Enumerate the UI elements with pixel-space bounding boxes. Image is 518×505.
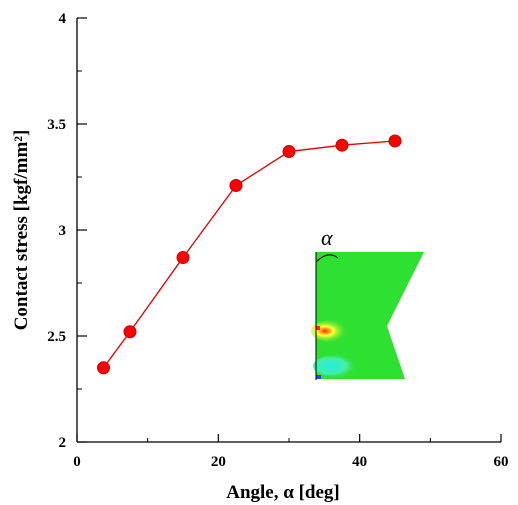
y-tick-label: 2 bbox=[59, 435, 67, 451]
inset-angle-arc bbox=[315, 254, 339, 263]
y-tick-label: 3.5 bbox=[47, 117, 66, 133]
inset-coolspot bbox=[313, 355, 357, 377]
inset-blue-corner bbox=[316, 375, 321, 379]
data-point bbox=[388, 134, 402, 148]
inset-angle-label: α bbox=[321, 225, 333, 250]
y-tick-label: 2.5 bbox=[47, 329, 66, 345]
inset-red-corner bbox=[316, 326, 320, 330]
data-point bbox=[229, 178, 243, 192]
axes bbox=[76, 18, 501, 443]
tick-labels: 0 20 40 60 2 2.5 3 3.5 4 bbox=[47, 11, 508, 470]
x-axis-title: Angle, α [deg] bbox=[226, 482, 340, 503]
x-tick-label: 0 bbox=[73, 454, 81, 470]
x-tick-label: 40 bbox=[352, 454, 367, 470]
x-tick-label: 60 bbox=[494, 454, 509, 470]
data-point bbox=[97, 361, 110, 375]
data-point bbox=[176, 251, 190, 265]
inset-hotspot bbox=[311, 320, 351, 342]
y-tick-label: 3 bbox=[59, 223, 67, 239]
inset-shape bbox=[316, 252, 424, 379]
y-axis-title: Contact stress [kgf/mm²] bbox=[11, 130, 32, 331]
y-tick-label: 4 bbox=[59, 11, 67, 27]
data-point bbox=[335, 138, 349, 152]
data-point bbox=[282, 145, 296, 159]
data-series bbox=[97, 134, 402, 375]
ticks bbox=[76, 17, 502, 443]
x-tick-label: 20 bbox=[211, 454, 226, 470]
inset-fem-contour: α bbox=[311, 225, 424, 380]
data-point bbox=[123, 325, 137, 339]
